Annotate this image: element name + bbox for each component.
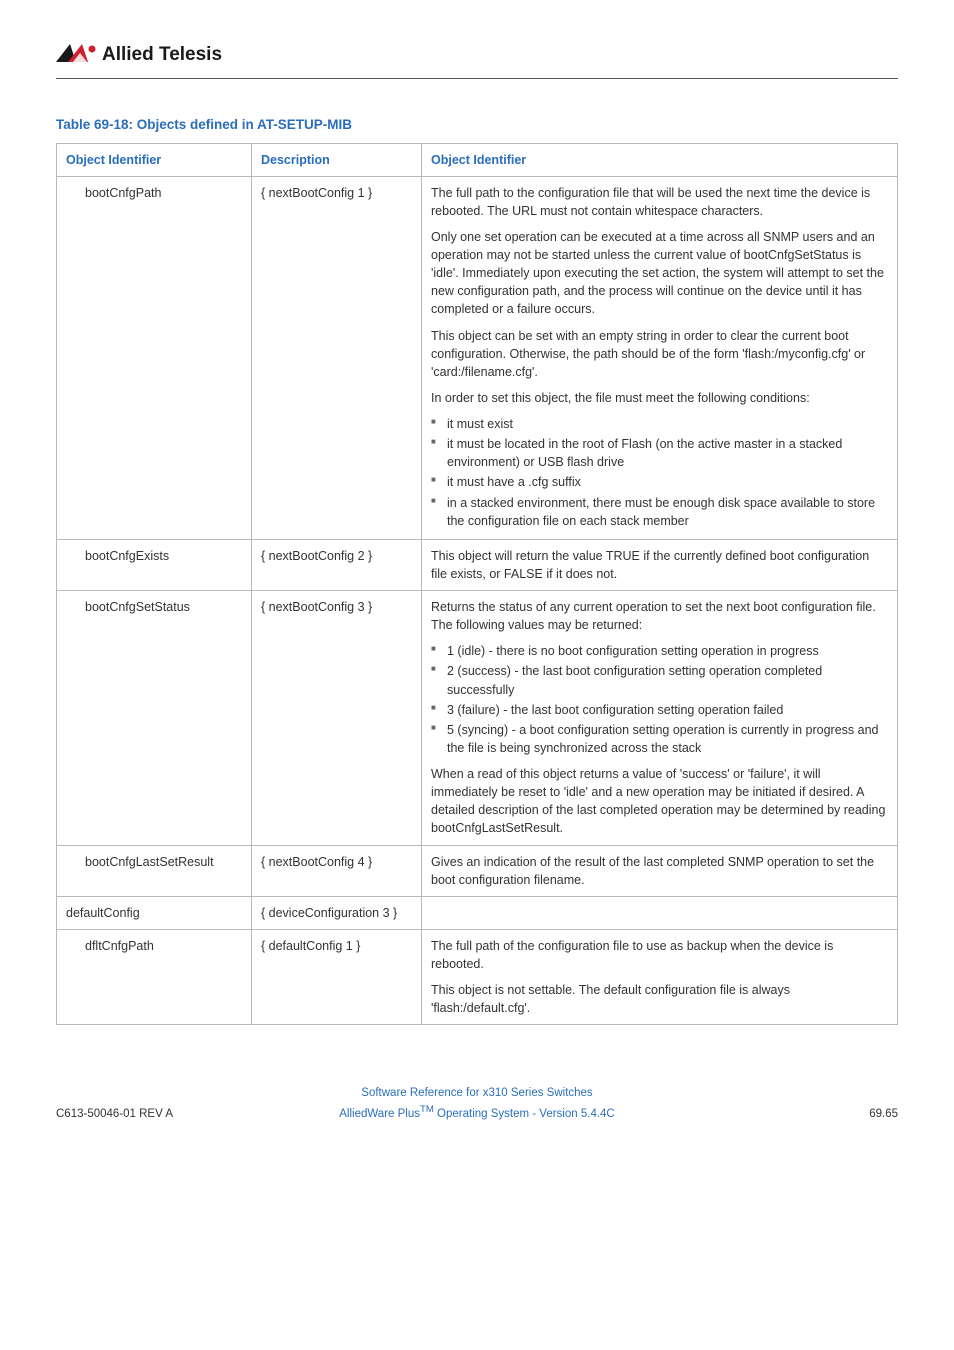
cell-detail: This object will return the value TRUE i… <box>422 539 898 590</box>
cell-id: bootCnfgLastSetResult <box>57 845 252 896</box>
footer-center: Software Reference for x310 Series Switc… <box>56 1085 898 1122</box>
col-header-description: Description <box>252 143 422 176</box>
cell-id: bootCnfgExists <box>57 539 252 590</box>
footer-line1: Software Reference for x310 Series Switc… <box>361 1087 592 1099</box>
table-row: bootCnfgExists { nextBootConfig 2 } This… <box>57 539 898 590</box>
bullet-item: it must exist <box>431 415 888 433</box>
table-caption: Table 69-18: Objects defined in AT-SETUP… <box>56 115 898 135</box>
bullet-item: 3 (failure) - the last boot configuratio… <box>431 701 888 719</box>
paragraph: This object is not settable. The default… <box>431 981 888 1017</box>
cell-detail: The full path of the configuration file … <box>422 929 898 1025</box>
paragraph: This object will return the value TRUE i… <box>431 547 888 583</box>
paragraph: The full path of the configuration file … <box>431 937 888 973</box>
footer-line2-suffix: Operating System - Version 5.4.4C <box>434 1108 615 1120</box>
col-header-object-identifier: Object Identifier <box>57 143 252 176</box>
page-footer: Software Reference for x310 Series Switc… <box>56 1085 898 1122</box>
brand-logo: Allied Telesis <box>56 40 898 68</box>
bullet-item: 2 (success) - the last boot configuratio… <box>431 662 888 698</box>
mib-objects-table: Object Identifier Description Object Ide… <box>56 143 898 1026</box>
footer-left: C613-50046-01 REV A <box>56 1106 173 1123</box>
cell-desc: { nextBootConfig 1 } <box>252 176 422 539</box>
col-header-object-identifier-2: Object Identifier <box>422 143 898 176</box>
cell-desc: { deviceConfiguration 3 } <box>252 896 422 929</box>
footer-right: 69.65 <box>869 1106 898 1123</box>
footer-line2-prefix: AlliedWare Plus <box>339 1108 420 1120</box>
bullet-item: in a stacked environment, there must be … <box>431 494 888 530</box>
table-row: dfltCnfgPath { defaultConfig 1 } The ful… <box>57 929 898 1025</box>
cell-id: bootCnfgSetStatus <box>57 591 252 846</box>
svg-text:Allied Telesis: Allied Telesis <box>102 44 222 65</box>
cell-id: defaultConfig <box>57 896 252 929</box>
table-row: bootCnfgLastSetResult { nextBootConfig 4… <box>57 845 898 896</box>
header-divider <box>56 78 898 79</box>
table-row: bootCnfgPath { nextBootConfig 1 } The fu… <box>57 176 898 539</box>
table-row: defaultConfig { deviceConfiguration 3 } <box>57 896 898 929</box>
page-container: Allied Telesis Table 69-18: Objects defi… <box>0 0 954 1151</box>
bullet-list: it must exist it must be located in the … <box>431 415 888 530</box>
paragraph: Returns the status of any current operat… <box>431 598 888 634</box>
cell-desc: { nextBootConfig 3 } <box>252 591 422 846</box>
paragraph: In order to set this object, the file mu… <box>431 389 888 407</box>
table-header-row: Object Identifier Description Object Ide… <box>57 143 898 176</box>
bullet-item: 5 (syncing) - a boot configuration setti… <box>431 721 888 757</box>
paragraph: The full path to the configuration file … <box>431 184 888 220</box>
paragraph: Gives an indication of the result of the… <box>431 853 888 889</box>
bullet-item: 1 (idle) - there is no boot configuratio… <box>431 642 888 660</box>
bullet-list: 1 (idle) - there is no boot configuratio… <box>431 642 888 757</box>
paragraph: Only one set operation can be executed a… <box>431 228 888 319</box>
bullet-item: it must be located in the root of Flash … <box>431 435 888 471</box>
table-row: bootCnfgSetStatus { nextBootConfig 3 } R… <box>57 591 898 846</box>
paragraph: This object can be set with an empty str… <box>431 327 888 381</box>
bullet-item: it must have a .cfg suffix <box>431 473 888 491</box>
cell-id: dfltCnfgPath <box>57 929 252 1025</box>
cell-desc: { defaultConfig 1 } <box>252 929 422 1025</box>
cell-detail: Returns the status of any current operat… <box>422 591 898 846</box>
cell-desc: { nextBootConfig 2 } <box>252 539 422 590</box>
cell-id: bootCnfgPath <box>57 176 252 539</box>
footer-tm: TM <box>420 1104 434 1115</box>
paragraph: When a read of this object returns a val… <box>431 765 888 838</box>
cell-detail <box>422 896 898 929</box>
cell-desc: { nextBootConfig 4 } <box>252 845 422 896</box>
cell-detail: Gives an indication of the result of the… <box>422 845 898 896</box>
cell-detail: The full path to the configuration file … <box>422 176 898 539</box>
